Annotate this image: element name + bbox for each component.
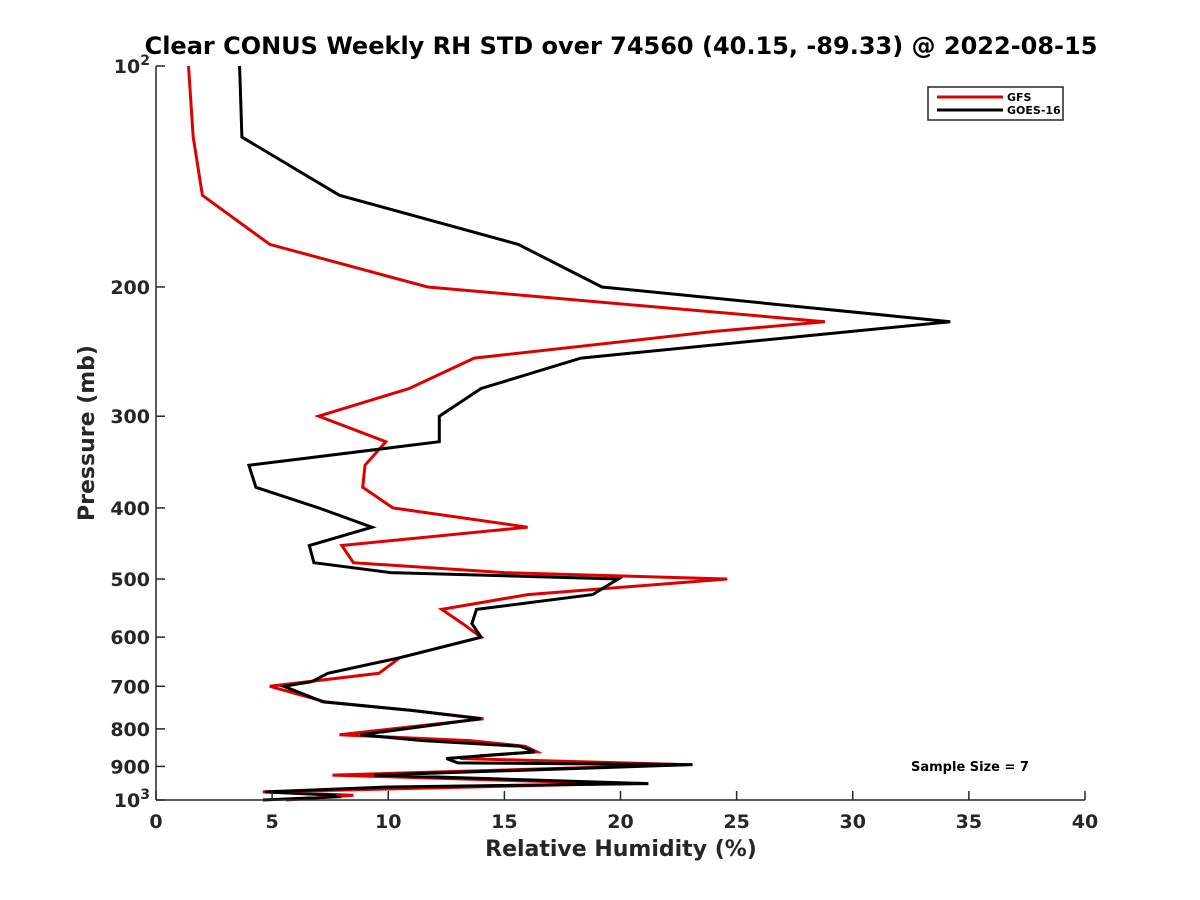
x-tick-label: 10 [375, 811, 401, 833]
y-tick-label: 900 [110, 756, 150, 778]
x-tick-label: 0 [149, 811, 162, 833]
y-tick-label: 103 [114, 787, 150, 812]
y-tick-label: 600 [110, 627, 150, 649]
legend-label-gfs: GFS [1007, 91, 1032, 104]
series-line-gfs [187, 65, 826, 802]
legend: GFS GOES-16 [927, 86, 1064, 121]
x-axis-label: Relative Humidity (%) [485, 837, 757, 862]
x-tick-label: 35 [956, 811, 982, 833]
y-tick-label: 400 [110, 498, 150, 520]
legend-box [927, 86, 1064, 121]
y-tick-label: 700 [110, 676, 150, 698]
legend-label-goes16: GOES-16 [1007, 104, 1061, 117]
x-tick-label: 30 [840, 811, 866, 833]
x-tick-label: 40 [1072, 811, 1098, 833]
chart-title: Clear CONUS Weekly RH STD over 74560 (40… [145, 32, 1098, 60]
y-tick-label: 800 [110, 719, 150, 741]
x-tick-label: 25 [723, 811, 749, 833]
axes-layer: 0 5 10 15 20 25 30 35 40 102 200 300 400 500 600 700 800… [110, 53, 1098, 833]
series-layer [187, 65, 951, 802]
y-tick-label: 200 [110, 277, 150, 299]
y-tick-label: 500 [110, 569, 150, 591]
sample-size-annotation: Sample Size = 7 [911, 760, 1029, 775]
y-tick-label: 300 [110, 406, 150, 428]
x-tick-label: 5 [266, 811, 279, 833]
y-axis-label: Pressure (mb) [75, 345, 100, 521]
x-tick-label: 20 [607, 811, 633, 833]
y-tick-label: 102 [114, 53, 150, 78]
series-line-goes16 [238, 65, 951, 802]
x-tick-label: 15 [491, 811, 517, 833]
